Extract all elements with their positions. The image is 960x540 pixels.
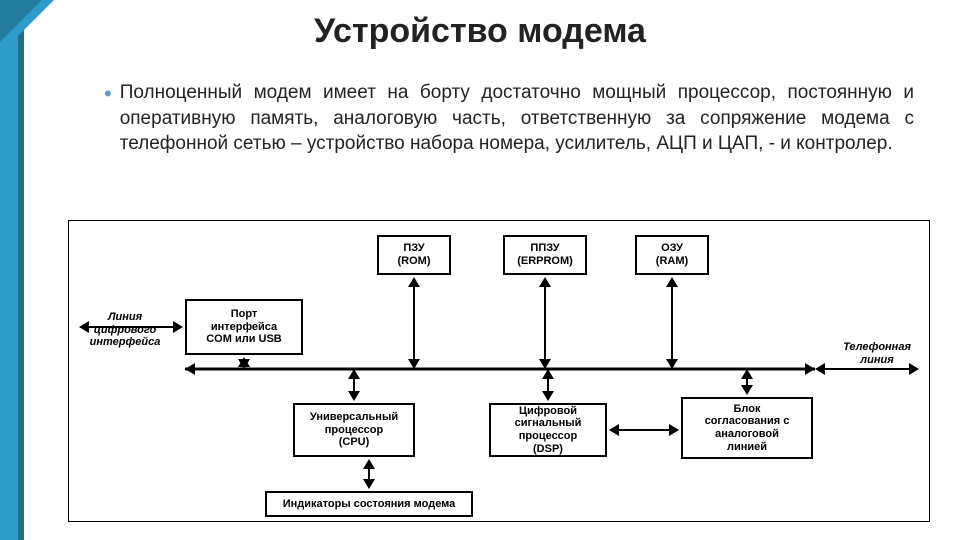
- accent-bar-2: [18, 0, 24, 540]
- slide-title: Устройство модема: [0, 12, 960, 51]
- node-rom: ПЗУ(ROM): [377, 235, 451, 275]
- modem-diagram: ПортинтерфейсаCOM или USB ПЗУ(ROM) ППЗУ(ER…: [68, 220, 930, 522]
- body-text: Полноценный модем имеет на борту достато…: [120, 80, 914, 157]
- accent-bar-1: [0, 0, 18, 540]
- node-ram: ОЗУ(RAM): [635, 235, 709, 275]
- node-ind: Индикаторы состояния модема: [265, 491, 473, 517]
- ext-label-digi: Линияцифровогоинтерфейса: [77, 311, 173, 349]
- slide: Устройство модема • Полноценный модем им…: [0, 0, 960, 540]
- ext-label-tel: Телефоннаялиния: [829, 341, 925, 366]
- node-port: ПортинтерфейсаCOM или USB: [185, 299, 303, 355]
- node-eprom: ППЗУ(ERPROM): [503, 235, 587, 275]
- node-dsp: Цифровойсигнальныйпроцессор(DSP): [489, 403, 607, 457]
- bullet-row: • Полноценный модем имеет на борту доста…: [104, 80, 914, 157]
- node-analog: Блоксогласования саналоговойлинией: [681, 397, 813, 459]
- node-cpu: Универсальныйпроцессор(CPU): [293, 403, 415, 457]
- diagram-connectors: [69, 221, 931, 523]
- bullet-icon: •: [104, 83, 112, 105]
